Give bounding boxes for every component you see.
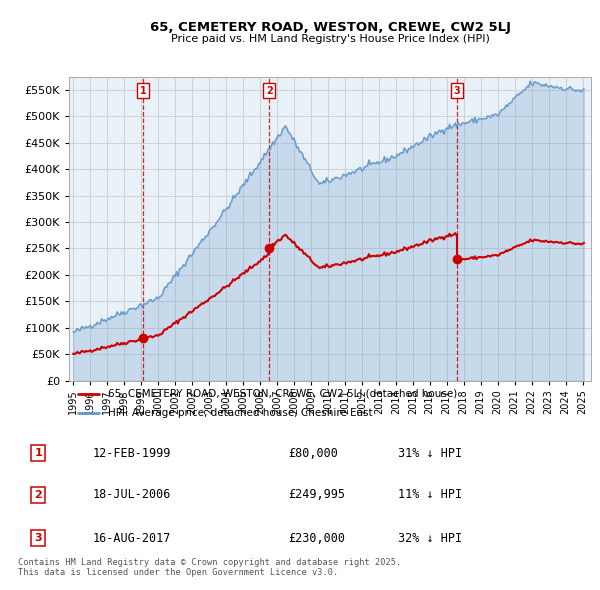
Text: £230,000: £230,000 [289,532,346,545]
Text: 32% ↓ HPI: 32% ↓ HPI [398,532,462,545]
Text: £80,000: £80,000 [289,447,338,460]
Text: 31% ↓ HPI: 31% ↓ HPI [398,447,462,460]
Text: 65, CEMETERY ROAD, WESTON, CREWE, CW2 5LJ (detached house): 65, CEMETERY ROAD, WESTON, CREWE, CW2 5L… [108,389,457,399]
Text: HPI: Average price, detached house, Cheshire East: HPI: Average price, detached house, Ches… [108,408,373,418]
Text: 1: 1 [140,86,146,96]
Text: 16-AUG-2017: 16-AUG-2017 [93,532,171,545]
Text: 2: 2 [34,490,42,500]
Text: 2: 2 [266,86,272,96]
Text: 1: 1 [34,448,42,458]
Text: 18-JUL-2006: 18-JUL-2006 [93,489,171,502]
Text: 3: 3 [454,86,461,96]
Text: 65, CEMETERY ROAD, WESTON, CREWE, CW2 5LJ: 65, CEMETERY ROAD, WESTON, CREWE, CW2 5L… [149,21,511,34]
Text: 12-FEB-1999: 12-FEB-1999 [93,447,171,460]
Text: Price paid vs. HM Land Registry's House Price Index (HPI): Price paid vs. HM Land Registry's House … [170,34,490,44]
Text: £249,995: £249,995 [289,489,346,502]
Text: 3: 3 [34,533,42,543]
Text: Contains HM Land Registry data © Crown copyright and database right 2025.
This d: Contains HM Land Registry data © Crown c… [18,558,401,577]
Text: 11% ↓ HPI: 11% ↓ HPI [398,489,462,502]
